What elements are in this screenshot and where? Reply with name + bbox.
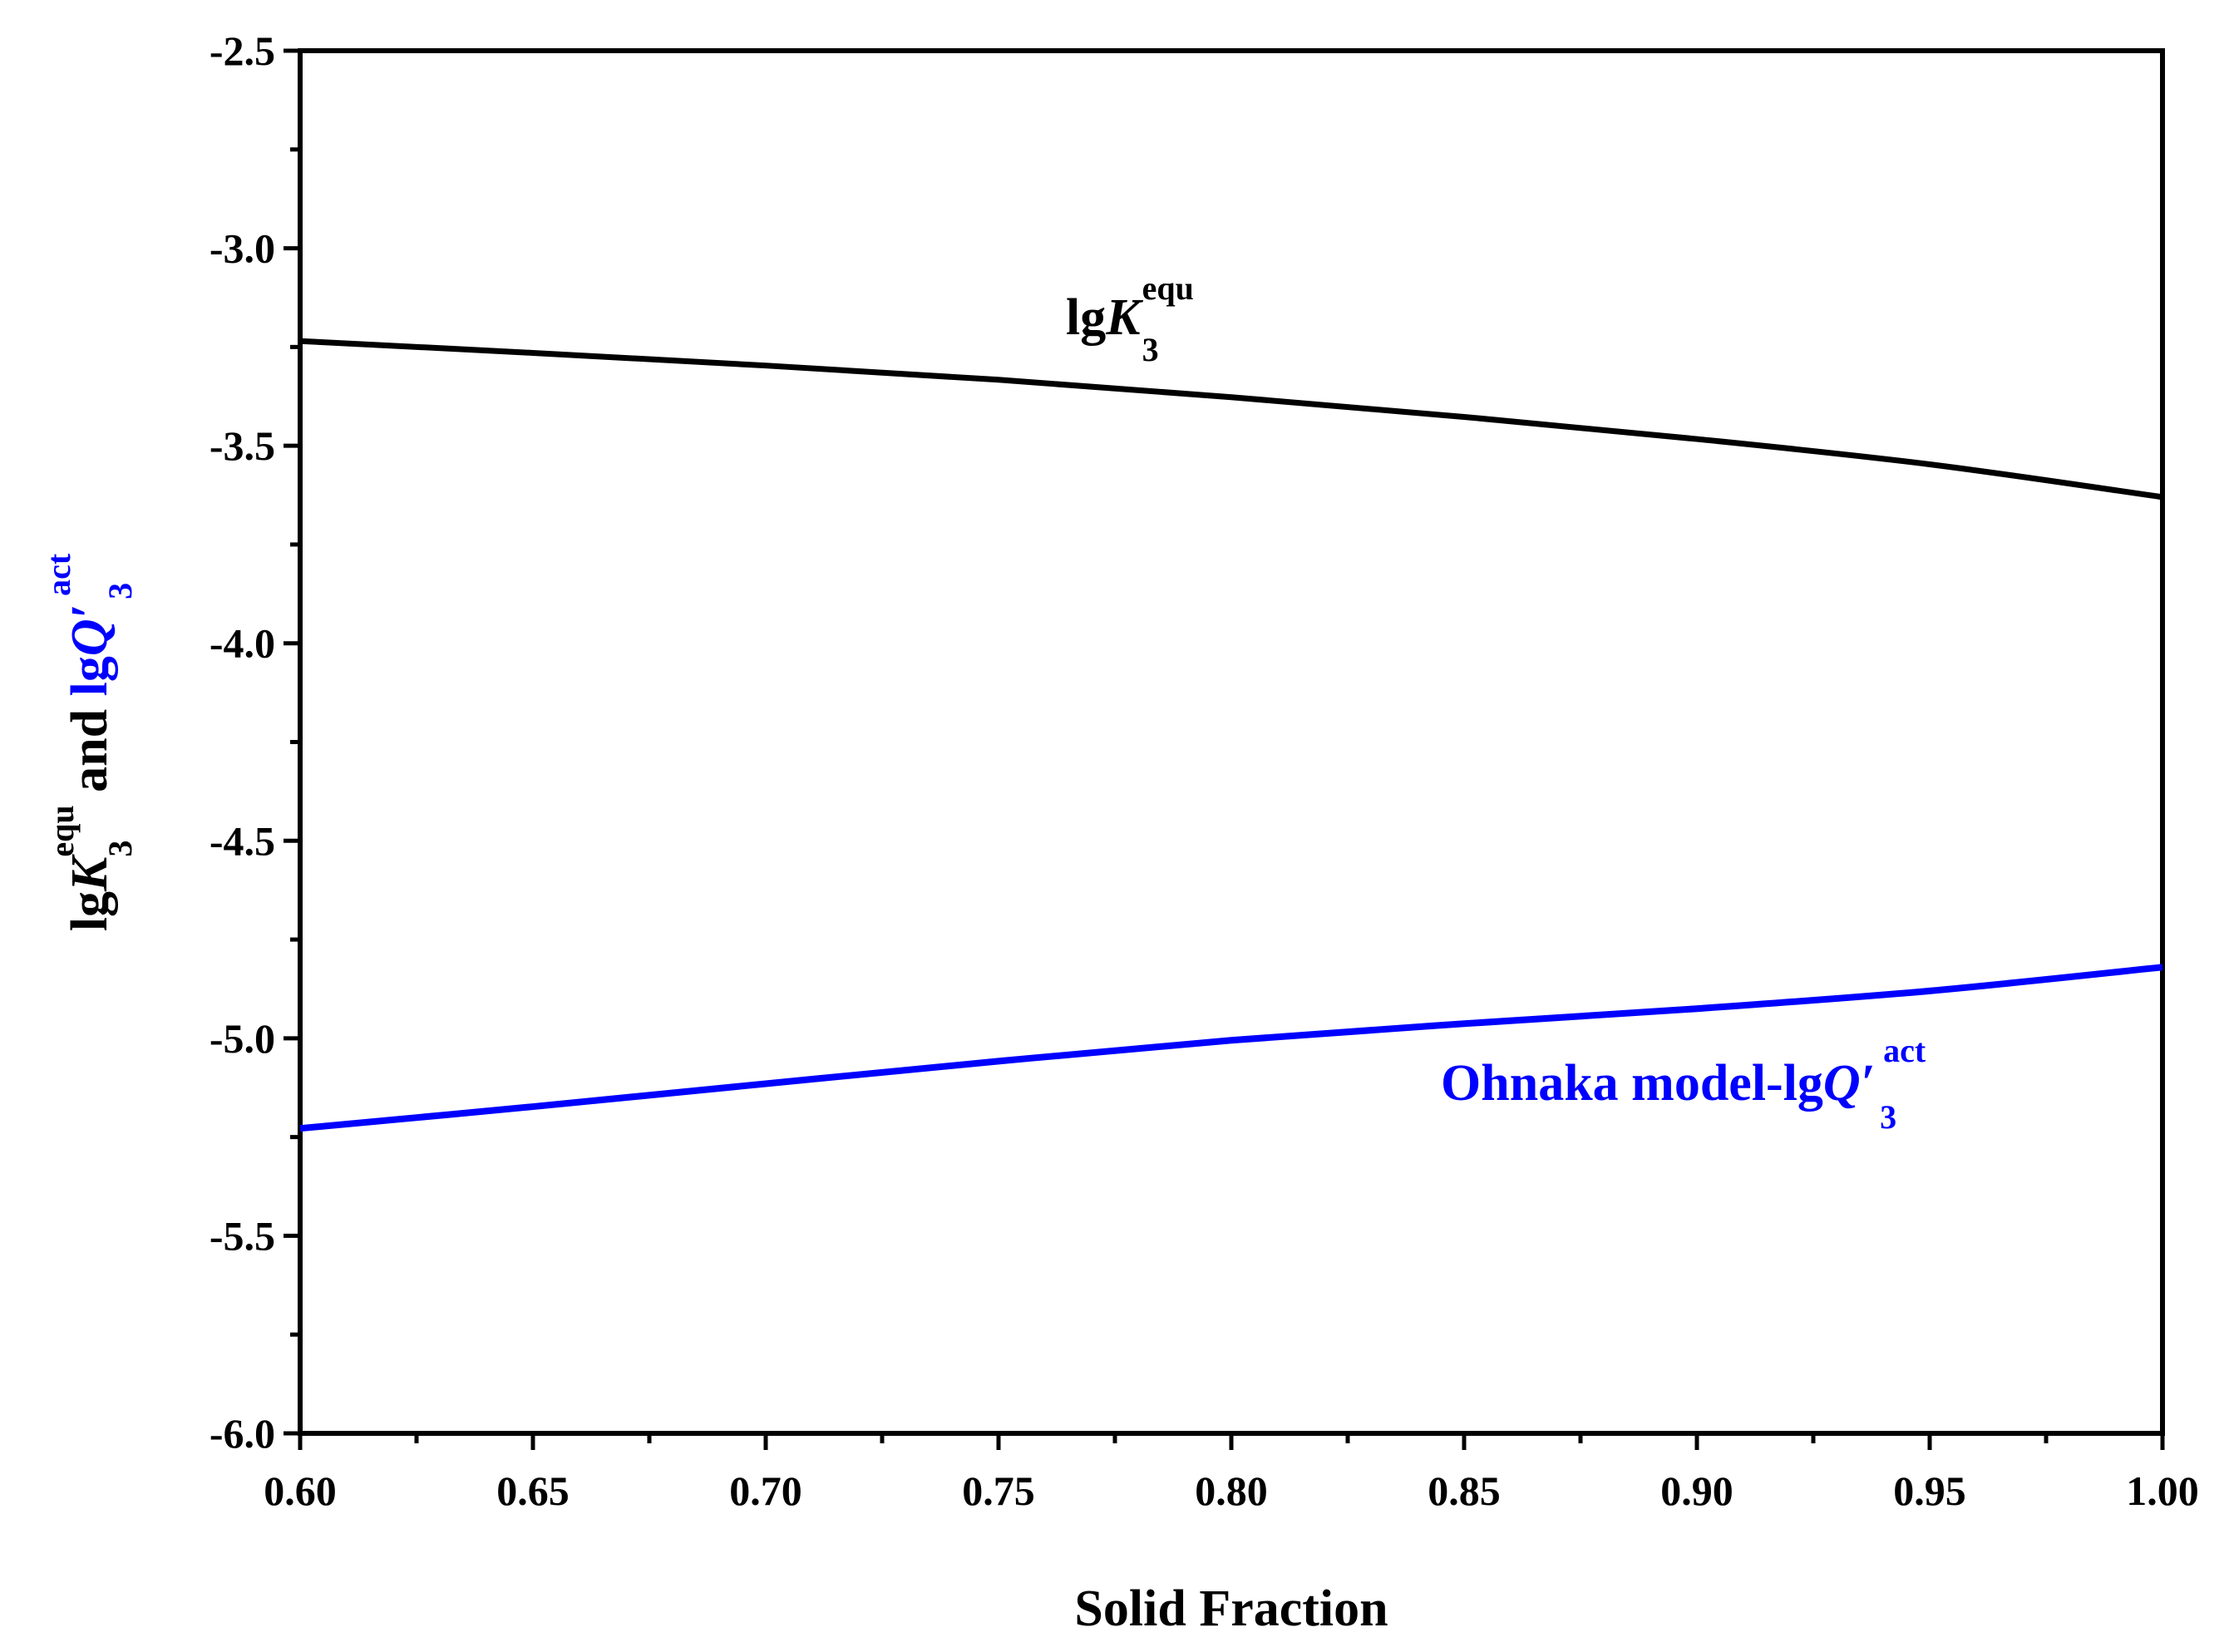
annotation-blue-series: Ohnaka model-lgQ′3 act bbox=[1441, 1032, 1926, 1136]
x-axis-ticks: 0.60 0.65 0.70 0.75 0.80 0.85 0.90 0.95 1.00 bbox=[264, 1433, 2199, 1514]
x-tick-label: 0.80 bbox=[1195, 1467, 1268, 1514]
annotation-black-prefix: lg bbox=[1066, 289, 1106, 346]
x-axis-title: Solid Fraction bbox=[1074, 1580, 1388, 1637]
svg-text:lgK3equ and lgQ′3act: lgK3equ and lgQ′3act bbox=[40, 553, 139, 931]
y-tick-label: -5.0 bbox=[210, 1015, 275, 1062]
annotation-blue-symbol: Q′ bbox=[1823, 1055, 1875, 1112]
x-tick-label: 1.00 bbox=[2126, 1467, 2199, 1514]
y-tick-label: -2.5 bbox=[210, 27, 275, 74]
series-line-ohnaka-lgQ3act bbox=[299, 964, 2163, 1132]
x-tick-label: 0.90 bbox=[1660, 1467, 1733, 1514]
y-tick-label: -4.5 bbox=[210, 817, 275, 864]
y-title-blue-subscript: 3 bbox=[101, 583, 139, 599]
annotation-black-symbol: K bbox=[1105, 289, 1143, 346]
y-tick-label: -4.0 bbox=[210, 620, 275, 667]
annotation-black-superscript: equ bbox=[1142, 269, 1194, 307]
x-tick-label: 0.65 bbox=[496, 1467, 570, 1514]
x-tick-label: 0.75 bbox=[962, 1467, 1035, 1514]
y-title-black-superscript: equ bbox=[43, 805, 81, 856]
series-layer bbox=[299, 338, 2163, 1132]
y-title-black-symbol: K bbox=[62, 854, 118, 892]
y-title-blue-prefix: lg bbox=[62, 656, 118, 696]
y-tick-label: -6.0 bbox=[210, 1410, 275, 1457]
y-axis-ticks: -2.5 -3.0 -3.5 -4.0 -4.5 -5.0 -5.5 -6.0 bbox=[210, 27, 300, 1457]
annotation-blue-superscript: act bbox=[1883, 1032, 1926, 1069]
x-tick-label: 0.70 bbox=[729, 1467, 802, 1514]
y-title-black-prefix: lg bbox=[62, 891, 118, 931]
x-tick-label: 0.85 bbox=[1428, 1467, 1501, 1514]
y-title-black-subscript: 3 bbox=[101, 841, 139, 857]
y-title-blue-symbol: Q′ bbox=[62, 604, 118, 656]
annotation-blue-subscript: 3 bbox=[1880, 1098, 1896, 1136]
y-axis-title: lgK3equ and lgQ′3act bbox=[40, 553, 139, 931]
y-title-blue-superscript: act bbox=[40, 553, 77, 596]
series-line-lgK3equ bbox=[299, 338, 2163, 501]
x-tick-label: 0.95 bbox=[1893, 1467, 1966, 1514]
x-tick-label: 0.60 bbox=[264, 1467, 337, 1514]
y-title-connector: and bbox=[62, 696, 118, 805]
annotation-black-series: lgK3 equ bbox=[1066, 269, 1194, 368]
y-tick-label: -3.5 bbox=[210, 422, 275, 469]
annotation-blue-prefix: Ohnaka model-lg bbox=[1441, 1055, 1823, 1112]
y-tick-label: -5.5 bbox=[210, 1212, 275, 1259]
annotation-black-subscript: 3 bbox=[1142, 331, 1159, 368]
y-tick-label: -3.0 bbox=[210, 225, 275, 272]
